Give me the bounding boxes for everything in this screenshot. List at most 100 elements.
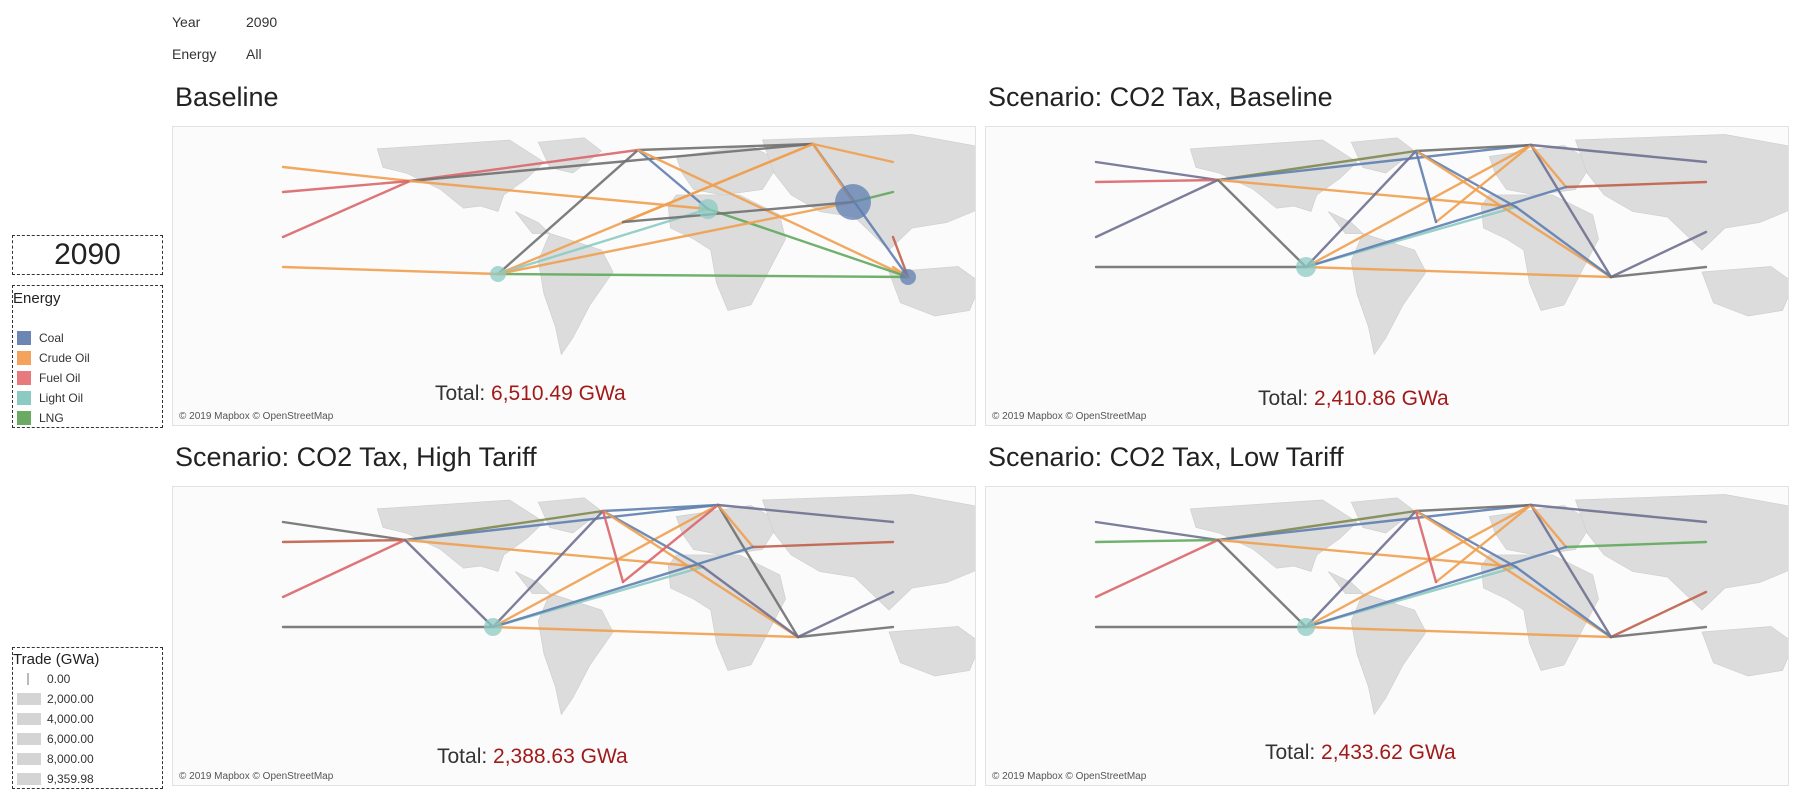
- legend-item-light-oil[interactable]: Light Oil: [17, 390, 83, 406]
- landmass: [1327, 571, 1364, 594]
- trade-route-line: [636, 148, 710, 211]
- map-panel-co2-low-tariff[interactable]: Total: 2,433.62 GWa © 2019 Mapbox © Open…: [985, 486, 1789, 786]
- total-label: Total:: [435, 382, 486, 405]
- legend-label: Coal: [39, 331, 64, 345]
- total-readout: Total: 2,388.63 GWa: [437, 745, 628, 769]
- landmass: [667, 194, 786, 311]
- size-legend-row: 4,000.00: [17, 712, 157, 726]
- total-readout: Total: 2,433.62 GWa: [1265, 741, 1456, 765]
- total-value: 2,433.62 GWa: [1321, 741, 1456, 764]
- trade-volume-bubble: [698, 199, 718, 219]
- trade-route-line: [496, 272, 910, 279]
- trade-route-line: [1414, 503, 1533, 513]
- trade-route-line: [1529, 503, 1613, 639]
- trade-volume-bubble: [484, 618, 502, 636]
- size-legend-row: 0.00: [17, 672, 157, 686]
- trade-route-line: [491, 625, 800, 639]
- landmass: [762, 134, 975, 251]
- total-value: 2,410.86 GWa: [1314, 387, 1449, 410]
- trade-route-line: [621, 503, 720, 584]
- map-panel-co2-baseline[interactable]: Total: 2,410.86 GWa © 2019 Mapbox © Open…: [985, 126, 1789, 426]
- trade-route-line: [1304, 143, 1533, 269]
- legend-item-coal[interactable]: Coal: [17, 330, 64, 346]
- trade-route-line: [1216, 143, 1533, 182]
- trade-route-line: [491, 503, 720, 629]
- map-attribution[interactable]: © 2019 Mapbox © OpenStreetMap: [179, 771, 334, 782]
- trade-route-line: [1609, 265, 1708, 279]
- trade-route-line: [1609, 625, 1708, 639]
- energy-legend-title: Energy: [13, 290, 61, 307]
- trade-route-line: [403, 538, 705, 569]
- trade-volume-bubble: [490, 266, 506, 282]
- trade-route-line: [491, 509, 605, 629]
- map-canvas[interactable]: [173, 127, 976, 426]
- trade-route-line: [281, 265, 500, 276]
- trade-route-line: [408, 148, 640, 183]
- light-oil-swatch: [17, 391, 31, 405]
- map-attribution[interactable]: © 2019 Mapbox © OpenStreetMap: [179, 411, 334, 422]
- landmass: [514, 571, 551, 594]
- landmass: [1327, 211, 1364, 234]
- trade-route-line: [796, 590, 895, 639]
- map-panel-co2-high-tariff[interactable]: Total: 2,388.63 GWa © 2019 Mapbox © Open…: [172, 486, 976, 786]
- trade-route-line: [1564, 540, 1708, 549]
- landmass: [1189, 499, 1358, 572]
- total-value: 6,510.49 GWa: [491, 382, 626, 405]
- size-legend-row: 2,000.00: [17, 692, 157, 706]
- trade-route-line: [601, 509, 625, 584]
- energy-filter-label: Energy: [172, 46, 217, 62]
- legend-label: Fuel Oil: [39, 371, 81, 385]
- trade-route-line: [1094, 520, 1220, 542]
- trade-route-line: [1414, 509, 1438, 584]
- trade-route-line: [403, 538, 495, 629]
- trade-route-line: [716, 503, 895, 524]
- landmass: [376, 499, 545, 572]
- map-attribution[interactable]: © 2019 Mapbox © OpenStreetMap: [992, 771, 1147, 782]
- trade-route-line: [281, 179, 412, 239]
- lng-swatch: [17, 411, 31, 425]
- size-legend-label: 4,000.00: [47, 712, 94, 726]
- trade-volume-bubble: [1296, 257, 1316, 277]
- map-canvas[interactable]: [173, 487, 976, 786]
- size-swatch: [27, 673, 29, 685]
- trade-route-line: [701, 565, 800, 639]
- trade-route-line: [1414, 509, 1518, 569]
- trade-route-line: [1094, 160, 1220, 182]
- trade-route-line: [1514, 205, 1613, 279]
- trade-route-line: [1216, 538, 1308, 629]
- total-value: 2,388.63 GWa: [493, 745, 628, 768]
- landmass: [514, 211, 551, 234]
- year-filter-value[interactable]: 2090: [246, 14, 278, 30]
- trade-volume-bubble: [835, 184, 871, 220]
- year-display: 2090: [12, 235, 163, 275]
- landmass: [1189, 139, 1358, 212]
- legend-item-lng[interactable]: LNG: [17, 410, 64, 426]
- trade-route-line: [1304, 503, 1533, 629]
- map-canvas[interactable]: [986, 487, 1789, 786]
- energy-filter-value[interactable]: All: [246, 46, 262, 62]
- landmass: [667, 554, 786, 671]
- map-canvas[interactable]: [986, 127, 1789, 426]
- trade-route-line: [751, 540, 895, 549]
- trade-route-line: [621, 142, 815, 224]
- trade-route-line: [408, 142, 815, 183]
- trade-route-line: [1529, 143, 1568, 189]
- map-panel-baseline[interactable]: Total: 6,510.49 GWa © 2019 Mapbox © Open…: [172, 126, 976, 426]
- legend-label: Crude Oil: [39, 351, 90, 365]
- size-legend-label: 2,000.00: [47, 692, 94, 706]
- trade-volume-bubble: [900, 269, 916, 285]
- legend-item-fuel-oil[interactable]: Fuel Oil: [17, 370, 80, 386]
- year-filter-label: Year: [172, 14, 201, 30]
- map-attribution[interactable]: © 2019 Mapbox © OpenStreetMap: [992, 411, 1147, 422]
- trade-route-line: [1434, 503, 1533, 584]
- coal-swatch: [17, 331, 31, 345]
- trade-route-line: [1609, 230, 1708, 279]
- total-label: Total:: [1265, 741, 1316, 764]
- trade-route-line: [496, 148, 640, 276]
- size-swatch: [17, 733, 41, 745]
- trade-route-line: [1514, 565, 1613, 639]
- size-legend-row: 6,000.00: [17, 732, 157, 746]
- legend-item-crude-oil[interactable]: Crude Oil: [17, 350, 90, 366]
- trade-route-line: [403, 503, 720, 542]
- legend-label: LNG: [39, 411, 64, 425]
